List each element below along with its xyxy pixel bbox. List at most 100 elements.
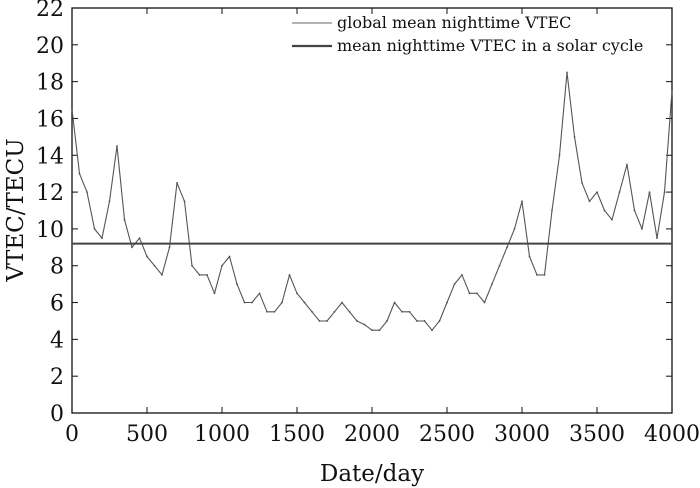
data-point-global-mean-vtec xyxy=(596,191,598,193)
data-point-global-mean-vtec xyxy=(326,320,328,322)
data-point-global-mean-vtec xyxy=(333,310,336,313)
data-point-global-mean-vtec xyxy=(153,264,156,267)
data-point-global-mean-vtec xyxy=(498,264,501,267)
x-axis-title: Date/day xyxy=(320,461,424,487)
y-tick-label: 10 xyxy=(36,218,64,243)
data-point-global-mean-vtec xyxy=(543,274,546,276)
data-point-global-mean-vtec xyxy=(363,323,366,326)
data-point-global-mean-vtec xyxy=(393,301,396,304)
data-point-global-mean-vtec xyxy=(506,246,508,249)
data-point-global-mean-vtec xyxy=(108,200,111,203)
data-point-global-mean-vtec xyxy=(131,246,133,249)
data-point-global-mean-vtec xyxy=(581,181,583,184)
data-point-global-mean-vtec xyxy=(213,292,216,295)
data-point-global-mean-vtec xyxy=(558,154,561,157)
data-point-global-mean-vtec xyxy=(311,310,313,313)
data-point-global-mean-vtec xyxy=(536,274,538,276)
data-point-global-mean-vtec xyxy=(491,283,493,286)
data-point-global-mean-vtec xyxy=(611,218,613,221)
data-point-global-mean-vtec xyxy=(191,264,193,267)
y-tick-label: 8 xyxy=(50,255,64,280)
data-point-global-mean-vtec xyxy=(633,209,636,212)
data-point-global-mean-vtec xyxy=(288,274,291,276)
series-line-global-mean-vtec xyxy=(71,71,673,331)
data-point-global-mean-vtec xyxy=(401,310,403,313)
y-tick-label: 18 xyxy=(36,71,64,96)
data-point-global-mean-vtec xyxy=(416,320,418,322)
data-point-global-mean-vtec xyxy=(663,191,666,193)
data-point-global-mean-vtec xyxy=(476,292,478,295)
data-point-global-mean-vtec xyxy=(551,209,553,212)
data-point-global-mean-vtec xyxy=(198,274,201,276)
data-point-global-mean-vtec xyxy=(228,255,231,258)
data-point-global-mean-vtec xyxy=(656,237,658,240)
data-point-global-mean-vtec xyxy=(521,200,523,203)
data-point-global-mean-vtec xyxy=(116,145,118,147)
data-point-global-mean-vtec xyxy=(461,274,463,276)
data-point-global-mean-vtec xyxy=(303,301,306,304)
legend-label-global-mean: global mean nighttime VTEC xyxy=(337,13,571,32)
data-point-global-mean-vtec xyxy=(281,301,283,304)
data-point-global-mean-vtec xyxy=(273,310,276,313)
data-point-global-mean-vtec xyxy=(671,89,673,92)
data-point-global-mean-vtec xyxy=(431,329,433,332)
y-tick-label: 2 xyxy=(50,365,64,390)
data-point-global-mean-vtec xyxy=(101,237,103,240)
legend-label-solar-cycle-mean: mean nighttime VTEC in a solar cycle xyxy=(337,36,643,55)
y-tick-label: 12 xyxy=(36,181,64,206)
y-axis-title: VTEC/TECU xyxy=(3,138,29,282)
data-point-global-mean-vtec xyxy=(71,108,73,111)
data-point-global-mean-vtec xyxy=(221,264,223,267)
data-point-global-mean-vtec xyxy=(603,209,606,212)
data-point-global-mean-vtec xyxy=(168,246,171,249)
data-point-global-mean-vtec xyxy=(483,301,486,304)
data-point-global-mean-vtec xyxy=(423,320,426,322)
data-point-global-mean-vtec xyxy=(453,283,456,286)
series-layer xyxy=(71,71,673,332)
data-point-global-mean-vtec xyxy=(573,135,576,138)
data-point-global-mean-vtec xyxy=(318,320,321,322)
data-point-global-mean-vtec xyxy=(348,310,351,313)
data-point-global-mean-vtec xyxy=(408,310,411,313)
x-tick-label: 2500 xyxy=(419,422,475,447)
legend: global mean nighttime VTEC mean nighttim… xyxy=(292,13,643,55)
y-tick-label: 4 xyxy=(50,328,64,353)
data-point-global-mean-vtec xyxy=(378,329,381,332)
data-point-global-mean-vtec xyxy=(146,255,148,258)
data-point-global-mean-vtec xyxy=(183,200,186,203)
data-point-global-mean-vtec xyxy=(371,329,373,332)
data-point-global-mean-vtec xyxy=(468,292,471,295)
y-tick-label: 14 xyxy=(36,144,64,169)
data-point-global-mean-vtec xyxy=(566,71,568,74)
x-tick-label: 3500 xyxy=(569,422,625,447)
data-point-global-mean-vtec xyxy=(356,320,358,322)
x-tick-label: 500 xyxy=(126,422,168,447)
plot-frame xyxy=(71,7,673,414)
y-tick-label: 0 xyxy=(50,402,64,427)
x-tick-label: 4000 xyxy=(644,422,700,447)
x-tick-label: 3000 xyxy=(494,422,550,447)
y-tick-label: 6 xyxy=(50,292,64,317)
data-point-global-mean-vtec xyxy=(251,301,253,304)
data-point-global-mean-vtec xyxy=(236,283,238,286)
data-point-global-mean-vtec xyxy=(588,200,591,203)
data-point-global-mean-vtec xyxy=(513,228,516,230)
data-point-global-mean-vtec xyxy=(618,191,621,193)
x-tick-label: 2000 xyxy=(344,422,400,447)
y-tick-label: 16 xyxy=(36,107,64,132)
axis-ticks xyxy=(71,7,673,414)
data-point-global-mean-vtec xyxy=(641,228,643,230)
y-tick-label: 22 xyxy=(36,0,64,22)
data-point-global-mean-vtec xyxy=(446,301,448,304)
x-tick-label: 0 xyxy=(65,422,79,447)
data-point-global-mean-vtec xyxy=(296,292,298,295)
data-point-global-mean-vtec xyxy=(138,237,141,240)
data-point-global-mean-vtec xyxy=(78,172,81,175)
data-point-global-mean-vtec xyxy=(93,228,96,230)
data-point-global-mean-vtec xyxy=(206,274,208,276)
tick-labels: 0 500 1000 1500 2000 2500 3000 3500 4000 0 2 4 6 8 10 1… xyxy=(36,0,700,447)
data-point-global-mean-vtec xyxy=(266,310,268,313)
data-point-global-mean-vtec xyxy=(626,163,628,166)
data-point-global-mean-vtec xyxy=(528,255,531,258)
